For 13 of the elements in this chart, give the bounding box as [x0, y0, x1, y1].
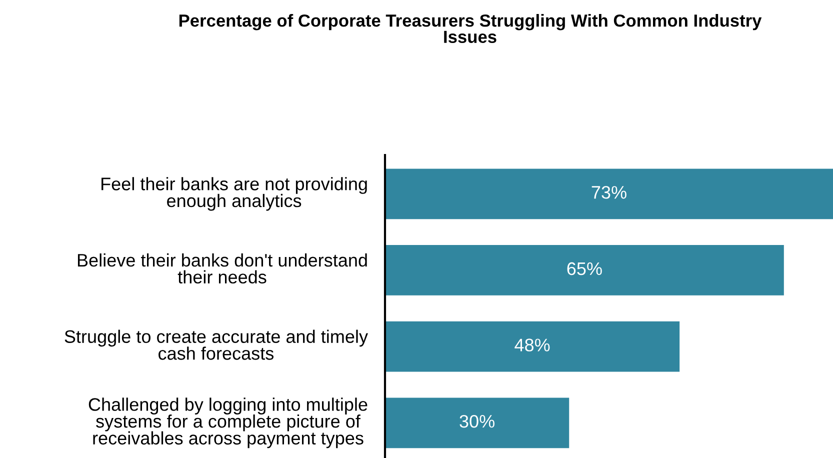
y-tick-label: Challenged by logging into multiple systems for a complete picture of receivables across payment types	[88, 398, 368, 448]
bar	[385, 321, 680, 372]
y-tick-label: Feel their banks are not providing enough analytics	[102, 177, 367, 211]
data-label: 30%	[460, 414, 494, 428]
y-tick-label: Believe their banks don't understand their needs	[78, 253, 367, 284]
bar	[385, 168, 833, 220]
chart-title: Percentage of Corporate Treasurers Struggling With Common Industry Issues	[179, 14, 762, 44]
data-label: 48%	[514, 338, 550, 352]
data-label: 73%	[592, 186, 626, 199]
bar	[385, 398, 570, 448]
bar	[385, 245, 784, 296]
y-tick-label: Struggle to create accurate and timely cash forecasts	[64, 330, 368, 360]
data-label: 65%	[567, 262, 602, 276]
